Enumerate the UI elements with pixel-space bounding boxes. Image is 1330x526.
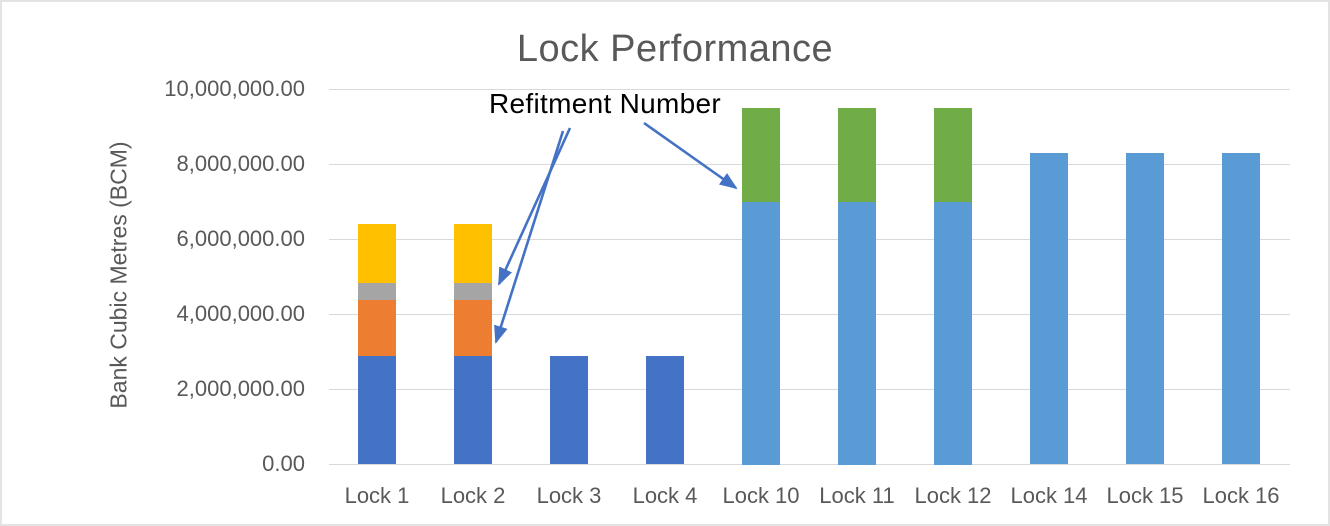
x-axis-label-lock-16: Lock 16 xyxy=(1202,483,1280,508)
gridline xyxy=(329,239,1290,240)
bar-segment-segment-light-blue-lock-16 xyxy=(1222,153,1260,464)
gridline xyxy=(329,464,1290,465)
bar-segment-segment-light-blue-lock-15 xyxy=(1126,153,1164,464)
x-axis-label-lock-15: Lock 15 xyxy=(1106,483,1184,508)
gridline xyxy=(329,389,1290,390)
x-axis-label-lock-11: Lock 11 xyxy=(819,483,895,508)
gridline xyxy=(329,164,1290,165)
bar-segment-segment-dark-blue-lock-2 xyxy=(454,356,492,464)
bar-segment-segment-green-lock-11 xyxy=(838,108,876,202)
bar-segment-segment-orange-lock-2 xyxy=(454,300,492,356)
gridline xyxy=(329,89,1290,90)
bar-segment-segment-green-lock-10 xyxy=(742,108,780,202)
bar-segment-segment-orange-lock-1 xyxy=(358,300,396,356)
bar-segment-segment-light-blue-lock-10 xyxy=(742,202,780,465)
chart-title: Lock Performance xyxy=(516,28,834,70)
x-axis-label-lock-3: Lock 3 xyxy=(536,483,602,508)
bar-segment-segment-green-lock-12 xyxy=(934,108,972,202)
bar-segment-segment-yellow-lock-1 xyxy=(358,224,396,283)
bar-segment-segment-light-blue-lock-11 xyxy=(838,202,876,465)
x-axis-label-lock-14: Lock 14 xyxy=(1010,483,1088,508)
bar-segment-segment-light-blue-lock-14 xyxy=(1030,153,1068,464)
bar-segment-segment-yellow-lock-2 xyxy=(454,224,492,283)
x-axis-label-lock-12: Lock 12 xyxy=(914,483,992,508)
y-tick-label: 0.00 xyxy=(262,451,305,476)
bar-segment-segment-gray-lock-2 xyxy=(454,283,492,300)
bar-segment-segment-dark-blue-lock-1 xyxy=(358,356,396,464)
annotation-refitment-number-label: Refitment Number xyxy=(489,88,721,119)
y-tick-label: 10,000,000.00 xyxy=(164,76,305,101)
annotation-arrow xyxy=(643,121,738,190)
bar-segment-segment-gray-lock-1 xyxy=(358,283,396,300)
x-axis-label-lock-2: Lock 2 xyxy=(440,483,506,508)
annotation-arrow xyxy=(497,127,572,286)
bar-segment-segment-dark-blue-lock-3 xyxy=(550,356,588,464)
x-axis-label-lock-10: Lock 10 xyxy=(722,483,800,508)
x-axis-label-lock-1: Lock 1 xyxy=(344,483,410,508)
y-tick-label: 4,000,000.00 xyxy=(176,301,305,326)
y-tick-label: 2,000,000.00 xyxy=(176,376,305,401)
y-axis-title: Bank Cubic Metres (BCM) xyxy=(105,141,132,409)
gridline xyxy=(329,314,1290,315)
bar-segment-segment-light-blue-lock-12 xyxy=(934,202,972,465)
bar-segment-segment-dark-blue-lock-4 xyxy=(646,356,684,464)
y-tick-label: 6,000,000.00 xyxy=(176,226,305,251)
y-tick-label: 8,000,000.00 xyxy=(176,151,305,176)
x-axis-label-lock-4: Lock 4 xyxy=(632,483,698,508)
annotation-arrow xyxy=(494,130,565,344)
